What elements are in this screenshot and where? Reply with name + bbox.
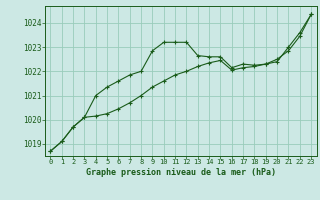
X-axis label: Graphe pression niveau de la mer (hPa): Graphe pression niveau de la mer (hPa): [86, 168, 276, 177]
